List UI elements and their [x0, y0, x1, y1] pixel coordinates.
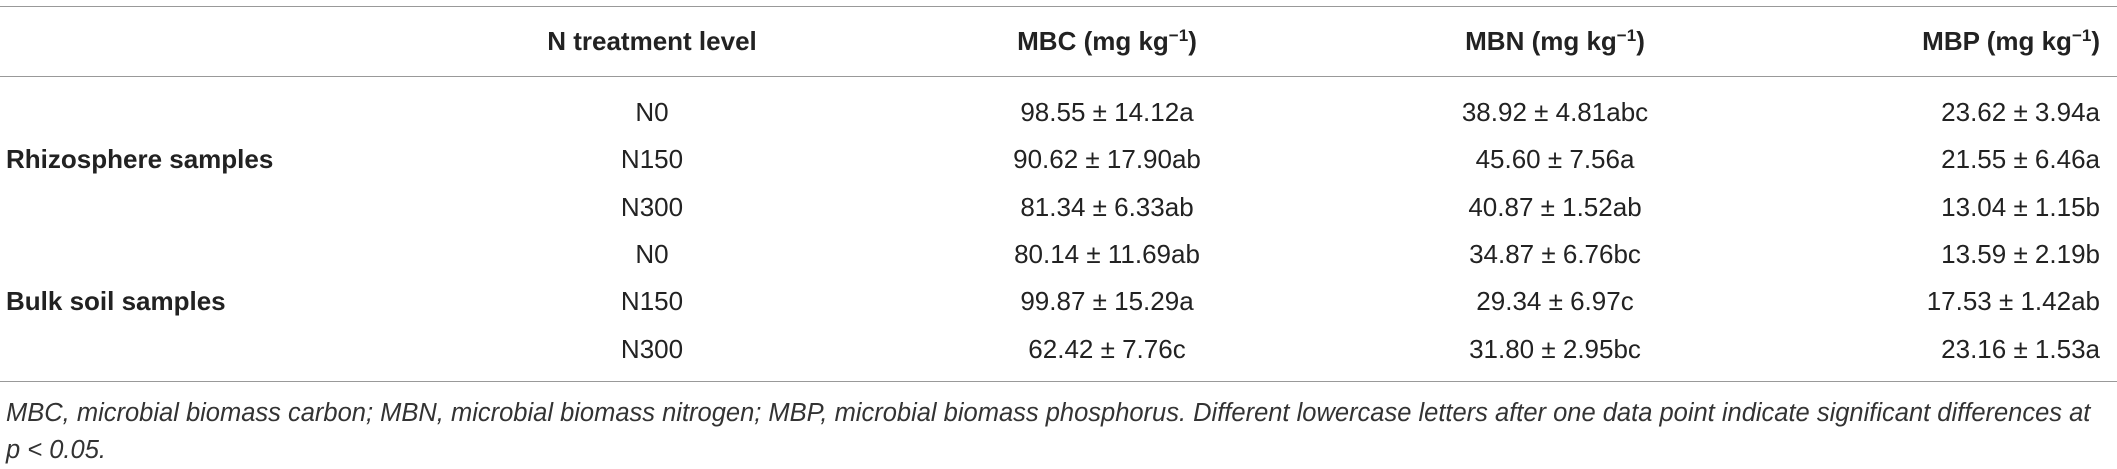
header-label: MBC (mg kg — [1017, 26, 1169, 56]
value-cell: 80.14 ± 11.69ab — [1014, 238, 1200, 269]
treatment-cell: N0 — [635, 97, 669, 127]
value-cell: 13.59 ± 2.19b — [1941, 238, 2100, 269]
header-cell: N treatment level — [547, 26, 757, 56]
treatment-cell: N300 — [620, 191, 684, 222]
header-exponent: −1 — [2071, 26, 2092, 45]
value-cell: 23.62 ± 3.94a — [1941, 97, 2100, 127]
header-cell: MBP (mg kg−1) — [1922, 26, 2100, 56]
treatment-cell: N150 — [620, 144, 684, 175]
value-cell: 17.53 ± 1.42ab — [1926, 286, 2100, 317]
top-rule — [0, 6, 2117, 7]
value-cell: 13.04 ± 1.15b — [1941, 191, 2100, 222]
header-exponent: −1 — [1616, 26, 1637, 45]
group-label: Bulk soil samples — [6, 286, 226, 317]
value-cell: 23.16 ± 1.53a — [1941, 333, 2100, 364]
value-cell: 40.87 ± 1.52ab — [1468, 191, 1642, 222]
value-cell: 81.34 ± 6.33ab — [1020, 191, 1194, 222]
header-suffix: ) — [2091, 26, 2100, 56]
header-exponent: −1 — [1168, 26, 1189, 45]
value-cell: 98.55 ± 14.12a — [1020, 97, 1194, 127]
treatment-cell: N0 — [635, 238, 669, 269]
value-cell: 99.87 ± 15.29a — [1020, 286, 1194, 317]
header-label: MBP (mg kg — [1922, 26, 2072, 56]
value-cell: 29.34 ± 6.97c — [1476, 286, 1634, 317]
value-cell: 62.42 ± 7.76c — [1028, 333, 1186, 364]
treatment-cell: N150 — [620, 286, 684, 317]
value-cell: 38.92 ± 4.81abc — [1461, 97, 1649, 127]
bottom-rule — [0, 381, 2117, 382]
header-cell: MBN (mg kg−1) — [1465, 26, 1645, 56]
value-cell: 31.80 ± 2.95bc — [1469, 333, 1641, 364]
header-label: MBN (mg kg — [1465, 26, 1617, 56]
value-cell: 21.55 ± 6.46a — [1941, 144, 2100, 175]
header-cell: MBC (mg kg−1) — [1017, 26, 1197, 56]
value-cell: 45.60 ± 7.56a — [1475, 144, 1635, 175]
header-rule — [0, 76, 2117, 77]
value-cell: 90.62 ± 17.90ab — [1013, 144, 1201, 175]
header-suffix: ) — [1636, 26, 1645, 56]
header-suffix: ) — [1188, 26, 1197, 56]
treatment-cell: N300 — [620, 333, 684, 364]
value-cell: 34.87 ± 6.76bc — [1469, 238, 1641, 269]
group-label: Rhizosphere samples — [6, 144, 274, 175]
caption: MBC, microbial biomass carbon; MBN, micr… — [6, 399, 2091, 464]
